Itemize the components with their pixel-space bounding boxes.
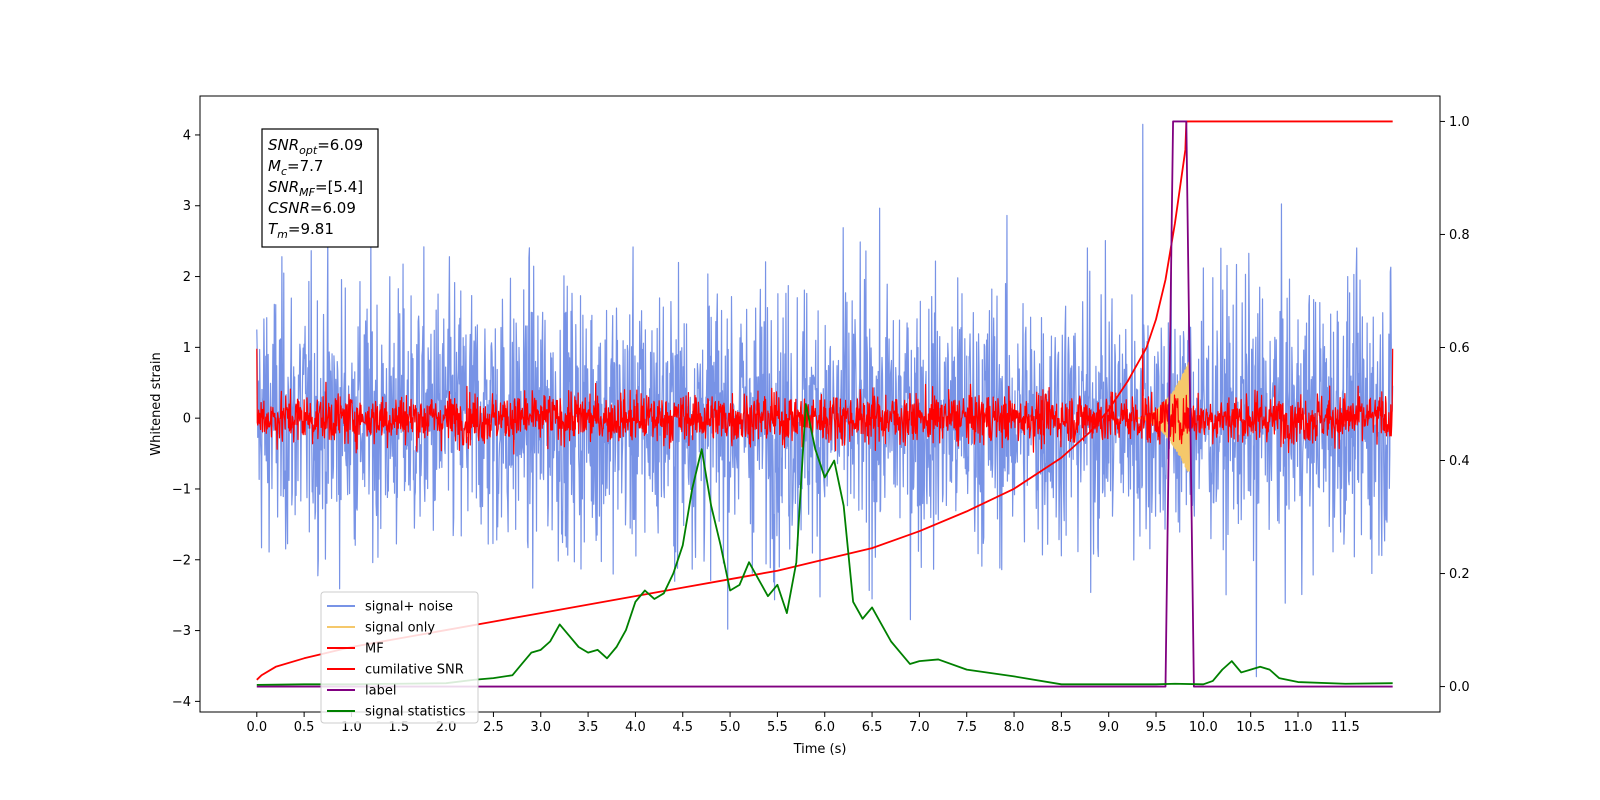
x-tick-label: 10.0 — [1189, 720, 1218, 735]
y-axis-left: 4 3 2 1 0 −1 −2 −3 −4 — [172, 128, 200, 710]
info-line: SNRMF=[5.4] — [268, 178, 363, 199]
x-axis: 0.0 0.5 1.0 1.5 2.0 2.5 3.0 3.5 4.0 4.5 5.0 5.5 6.0 6… — [246, 712, 1360, 735]
info-subscript: m — [277, 228, 288, 241]
y-tick-label: 3 — [183, 199, 191, 214]
legend: signal+ noise signal only MF cumilative SNR… — [320, 591, 479, 724]
y-tick-label: −3 — [172, 624, 191, 639]
info-value: =7.7 — [287, 157, 323, 175]
info-subscript: opt — [299, 144, 318, 157]
x-tick-label: 6.5 — [862, 720, 883, 735]
info-symbol: T — [268, 220, 279, 238]
x-tick-label: 11.0 — [1284, 720, 1313, 735]
x-tick-label: 9.5 — [1146, 720, 1167, 735]
y-tick-label: 2 — [183, 270, 191, 285]
info-subscript: c — [281, 165, 287, 178]
y-right-tick-label: 1.0 — [1449, 115, 1470, 130]
info-line: CSNR=6.09 — [268, 199, 356, 217]
y-right-tick-label: 0.2 — [1449, 567, 1470, 582]
x-tick-label: 2.5 — [483, 720, 504, 735]
legend-label: signal only — [365, 621, 435, 636]
x-tick-label: 0.5 — [294, 720, 315, 735]
legend-frame — [320, 591, 479, 724]
x-tick-label: 11.5 — [1331, 720, 1360, 735]
info-symbol: M — [268, 157, 281, 175]
y-tick-label: 1 — [183, 341, 191, 356]
y-tick-label: 4 — [183, 128, 191, 143]
x-tick-label: 8.5 — [1051, 720, 1072, 735]
x-tick-label: 4.5 — [672, 720, 693, 735]
info-line: Tm=9.81 — [268, 220, 334, 241]
info-value: =9.81 — [288, 220, 334, 238]
y-right-tick-label: 0.6 — [1449, 341, 1470, 356]
x-tick-label: 3.5 — [578, 720, 599, 735]
x-tick-label: 10.5 — [1236, 720, 1265, 735]
legend-label: cumilative SNR — [365, 663, 464, 678]
x-tick-label: 8.0 — [1004, 720, 1025, 735]
info-symbol: SNR — [268, 136, 299, 154]
legend-label: signal+ noise — [365, 600, 453, 615]
info-value: =[5.4] — [315, 178, 363, 196]
x-tick-label: 7.5 — [956, 720, 977, 735]
x-tick-label: 2.0 — [436, 720, 457, 735]
plot-frame — [199, 95, 1441, 713]
info-line: Mc=7.7 — [268, 157, 323, 178]
y-tick-label: 0 — [183, 412, 191, 427]
x-tick-label: 3.0 — [530, 720, 551, 735]
x-tick-label: 1.0 — [341, 720, 362, 735]
info-value: =6.09 — [310, 199, 356, 217]
y-axis-label: Whitened strain — [149, 352, 164, 455]
series-line-5 — [256, 403, 1393, 686]
info-symbol: SNR — [268, 178, 299, 196]
y-tick-label: −1 — [172, 482, 191, 497]
legend-label: MF — [365, 642, 384, 657]
series-line-1 — [1136, 362, 1191, 472]
y-axis-right: 1.0 0.8 0.6 0.4 0.2 0.0 — [1440, 115, 1470, 695]
x-tick-label: 7.0 — [909, 720, 930, 735]
x-tick-label: 4.0 — [625, 720, 646, 735]
x-tick-label: 1.5 — [388, 720, 409, 735]
x-tick-label: 5.5 — [767, 720, 788, 735]
info-annotation-box: SNRopt=6.09Mc=7.7SNRMF=[5.4]CSNR=6.09Tm=… — [261, 128, 379, 248]
series-line-0 — [256, 123, 1394, 678]
y-tick-label: −2 — [172, 553, 191, 568]
info-symbol: CSNR — [268, 199, 310, 217]
x-tick-label: 6.0 — [814, 720, 835, 735]
x-tick-label: 9.0 — [1098, 720, 1119, 735]
legend-label: label — [365, 684, 396, 699]
series-line-4 — [256, 120, 1393, 688]
y-right-tick-label: 0.8 — [1449, 228, 1470, 243]
info-value: =6.09 — [317, 136, 363, 154]
info-line: SNRopt=6.09 — [268, 136, 363, 157]
y-right-tick-label: 0.4 — [1449, 454, 1470, 469]
x-tick-label: 5.0 — [720, 720, 741, 735]
x-axis-label: Time (s) — [793, 742, 847, 757]
y-tick-label: −4 — [172, 695, 191, 710]
y-right-tick-label: 0.0 — [1449, 680, 1470, 695]
x-tick-label: 0.0 — [246, 720, 267, 735]
info-subscript: MF — [299, 186, 315, 199]
series-line-2 — [256, 348, 1394, 455]
legend-label: signal statistics — [365, 705, 466, 720]
